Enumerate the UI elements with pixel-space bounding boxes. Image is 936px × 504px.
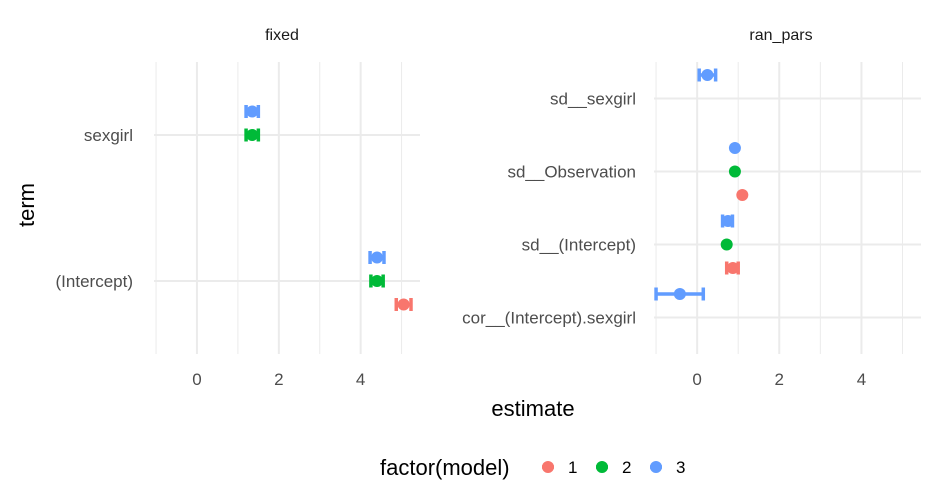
y-tick-label-sd-observation: sd__Observation <box>507 163 636 182</box>
legend: factor(model) 1 2 3 <box>380 455 685 480</box>
panel-fixed: fixed sexgirl (Intercept) 0 2 4 <box>56 27 413 389</box>
point-sd-intercept-model-1 <box>724 261 740 275</box>
y-tick-label-sexgirl: sexgirl <box>84 126 133 145</box>
point-sd-observation-model-2 <box>728 165 741 178</box>
point-intercept-model-2 <box>369 274 385 288</box>
grid-layer <box>154 62 921 354</box>
legend-key-dot <box>650 461 662 473</box>
x-tick-label: 2 <box>775 370 784 389</box>
point-intercept-model-3 <box>368 251 386 264</box>
point-sexgirl-model-3 <box>244 105 261 118</box>
panel-title-ran_pars: ran_pars <box>749 27 812 44</box>
legend-key-dot <box>596 461 608 473</box>
estimate-dot <box>736 189 749 201</box>
estimate-dot <box>397 298 410 311</box>
legend-label: 3 <box>676 458 685 477</box>
y-tick-labels-fixed: sexgirl (Intercept) <box>56 126 133 291</box>
point-sd-intercept-model-3 <box>720 214 735 228</box>
estimate-dot <box>371 251 384 264</box>
estimate-dot <box>246 129 259 141</box>
legend-label: 1 <box>568 458 577 477</box>
marks-fixed <box>244 105 413 311</box>
x-tick-label: 2 <box>274 370 283 389</box>
legend-key-dot <box>542 461 554 473</box>
y-tick-label-intercept: (Intercept) <box>56 272 133 291</box>
y-tick-labels-ran_pars: sd__sexgirl sd__Observation sd__(Intercept… <box>462 90 636 328</box>
legend-item-model-2: 2 <box>596 458 631 477</box>
marks-ran_pars <box>654 68 749 301</box>
estimate-dot <box>728 165 741 178</box>
y-tick-label-cor-intercept-sexgirl: cor__(Intercept).sexgirl <box>462 309 636 328</box>
y-axis-title: term <box>14 183 39 227</box>
x-tick-label: 0 <box>692 370 701 389</box>
legend-label: 2 <box>622 458 631 477</box>
x-tick-labels-ran_pars: 0 2 4 <box>692 370 866 389</box>
y-tick-label-sd-sexgirl: sd__sexgirl <box>550 90 636 109</box>
point-sd-sexgirl-model-3 <box>697 68 718 82</box>
estimate-dot <box>720 238 733 251</box>
estimate-dot <box>673 288 686 300</box>
y-tick-label-sd-intercept: sd__(Intercept) <box>522 236 636 255</box>
legend-item-model-3: 3 <box>650 458 685 477</box>
estimate-dot <box>371 275 384 287</box>
estimate-dot <box>246 105 259 118</box>
point-cor-intercept-sexgirl-model-3 <box>654 287 706 301</box>
legend-item-model-1: 1 <box>542 458 577 477</box>
panel-ran_pars: ran_pars sd__sexgirl sd__Observation sd__(… <box>462 27 866 389</box>
point-sd-intercept-model-2 <box>720 238 733 251</box>
x-tick-label: 0 <box>192 370 201 389</box>
x-tick-label: 4 <box>857 370 866 389</box>
point-intercept-model-1 <box>394 298 413 311</box>
estimate-dot <box>728 142 741 154</box>
x-axis-title: estimate <box>491 396 574 421</box>
legend-title: factor(model) <box>380 455 510 480</box>
point-sd-observation-model-1 <box>736 189 749 201</box>
x-tick-label: 4 <box>356 370 365 389</box>
point-sd-observation-model-3 <box>728 142 741 154</box>
estimate-dot <box>726 262 739 274</box>
estimate-dot <box>721 215 734 227</box>
x-tick-labels-fixed: 0 2 4 <box>192 370 365 389</box>
estimate-dot <box>701 69 714 81</box>
panel-title-fixed: fixed <box>265 27 299 44</box>
point-sexgirl-model-2 <box>244 128 261 142</box>
